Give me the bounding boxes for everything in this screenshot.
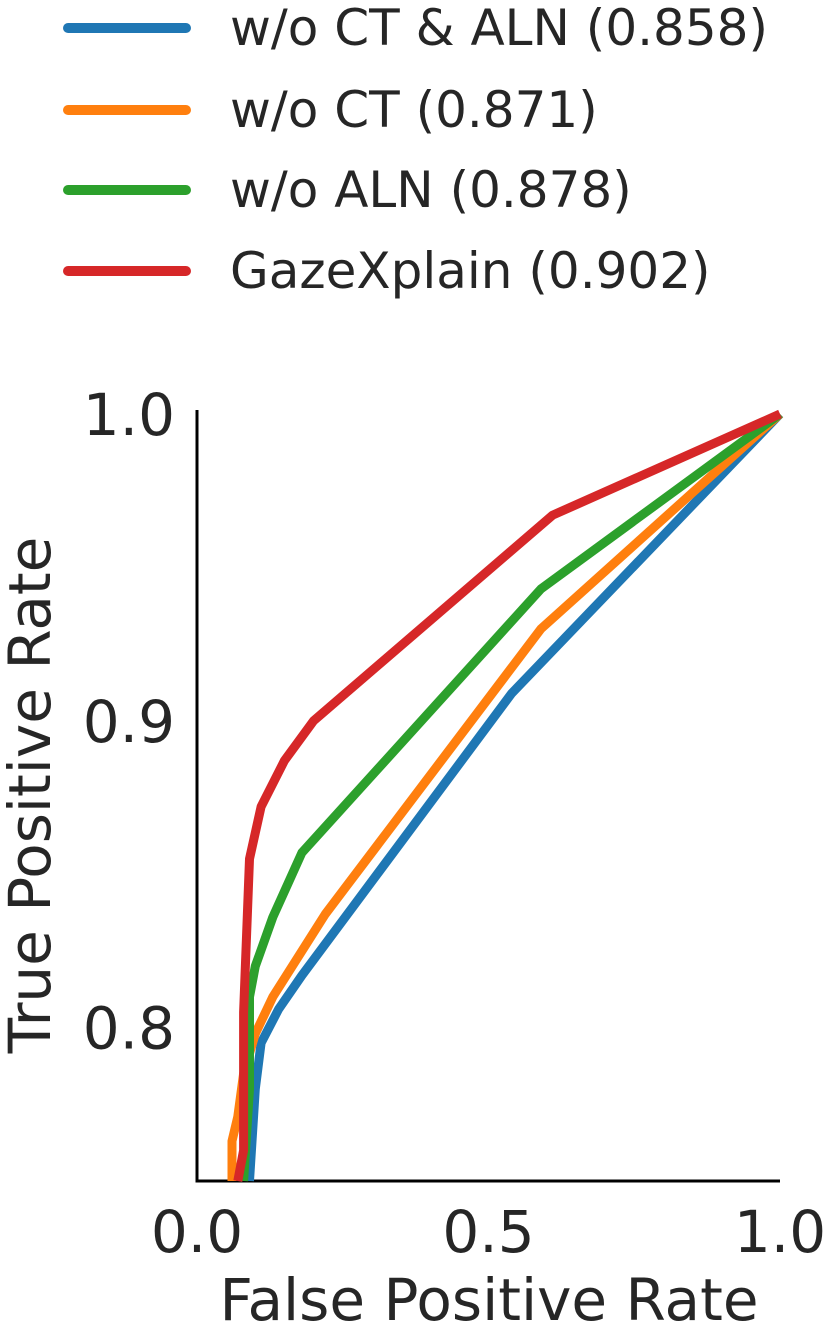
plot-lines — [227, 409, 784, 1182]
series-line-3 — [239, 410, 783, 1182]
y-axis-label: True Positive Rate — [0, 537, 64, 1055]
x-tick-label: 1.0 — [734, 1198, 826, 1266]
tick-labels: 0.0 0.5 1.0 0.8 0.9 1.0 — [83, 381, 826, 1266]
axes — [195, 410, 780, 1183]
legend-label-2: w/o CT (0.871) — [230, 81, 598, 139]
y-tick-label: 0.9 — [83, 688, 175, 756]
series-line-1 — [245, 410, 784, 1182]
y-tick-label: 0.8 — [83, 995, 175, 1063]
x-tick-label: 0.5 — [442, 1198, 534, 1266]
series-line-4 — [233, 409, 782, 1182]
y-tick-label: 1.0 — [83, 381, 175, 449]
legend-label-1: w/o CT & ALN (0.858) — [230, 0, 768, 57]
x-axis-label: False Positive Rate — [219, 1266, 758, 1324]
legend: w/o CT & ALN (0.858) w/o CT (0.871) w/o AL… — [63, 0, 768, 300]
series-line-2 — [227, 410, 784, 1181]
x-tick-label: 0.0 — [151, 1198, 243, 1266]
legend-label-4: GazeXplain (0.902) — [230, 242, 711, 300]
legend-label-3: w/o ALN (0.878) — [230, 161, 632, 219]
